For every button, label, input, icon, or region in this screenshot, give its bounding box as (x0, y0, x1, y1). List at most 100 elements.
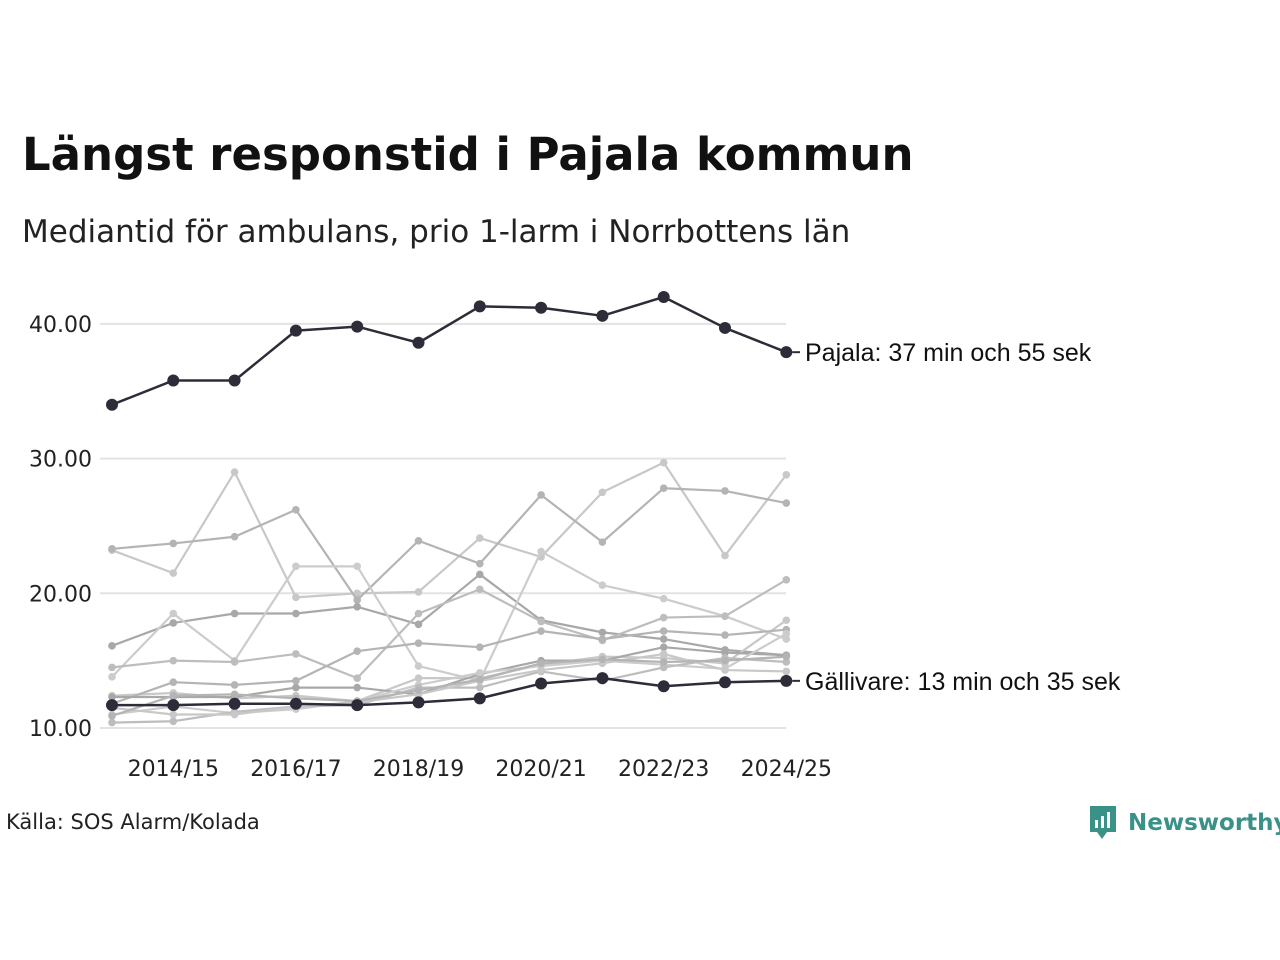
data-point (108, 673, 116, 681)
data-point (169, 691, 178, 700)
data-point (782, 616, 791, 625)
data-point (228, 374, 241, 387)
data-point (476, 675, 484, 684)
series-gällivare: Gällivare: 13 min och 35 sek (106, 668, 1121, 712)
x-tick-label: 2024/25 (741, 757, 832, 782)
data-point (169, 710, 178, 719)
data-point (659, 663, 668, 672)
data-point (537, 491, 545, 499)
data-point (169, 619, 178, 627)
series-line (111, 578, 787, 680)
data-point (108, 718, 116, 727)
data-point (657, 680, 670, 693)
highlighted-series: Pajala: 37 min och 55 sek Gällivare: 13 m… (106, 290, 1121, 712)
data-point (782, 652, 791, 661)
series-line (112, 646, 787, 699)
data-point (228, 697, 241, 710)
data-point (351, 699, 364, 712)
series-line (111, 655, 787, 717)
y-tick-label: 20.00 (29, 582, 92, 607)
brand-name: Newsworthy (1128, 810, 1280, 836)
y-axis-ticks: 10.00 20.00 30.00 40.00 (29, 313, 92, 742)
data-point (659, 650, 668, 658)
data-point (476, 585, 484, 594)
data-point (598, 628, 607, 637)
data-point (108, 663, 116, 672)
newsworthy-logo-icon (1090, 806, 1116, 839)
data-point (537, 666, 545, 674)
data-point (353, 589, 362, 598)
x-tick-label: 2018/19 (373, 757, 464, 782)
data-point (169, 609, 178, 618)
data-point (657, 290, 670, 303)
data-point (598, 635, 607, 643)
data-point (169, 717, 178, 726)
data-point (476, 559, 484, 568)
data-point (292, 562, 300, 571)
y-tick-label: 10.00 (29, 717, 92, 742)
data-point (782, 470, 791, 479)
data-point (537, 659, 545, 668)
data-point (292, 683, 300, 692)
data-point (659, 594, 668, 603)
series-pajala: Pajala: 37 min och 55 sek (106, 290, 1092, 411)
data-point (292, 593, 300, 602)
series-line (111, 550, 787, 682)
data-point (108, 545, 116, 553)
data-point (782, 635, 791, 643)
series-end-label: Gällivare: 13 min och 35 sek (805, 668, 1121, 696)
data-point (106, 699, 118, 712)
data-point (230, 468, 239, 476)
data-point (412, 336, 425, 349)
data-point (230, 532, 239, 541)
x-axis-ticks: 2014/15 2016/17 2018/19 2020/21 2022/23 2024/… (128, 757, 832, 782)
data-point (596, 309, 609, 322)
data-point (353, 647, 362, 656)
data-point (414, 588, 423, 596)
data-point (476, 668, 484, 677)
grid-lines (100, 322, 786, 729)
line-chart: 10.00 20.00 30.00 40.00 2014/15 2016/17 2018/… (29, 290, 1121, 782)
data-point (414, 686, 423, 695)
data-point (598, 538, 607, 546)
data-point (353, 562, 362, 571)
data-point (473, 692, 486, 705)
data-point (353, 674, 362, 682)
data-point (230, 690, 239, 699)
data-point (414, 609, 423, 618)
data-point (169, 569, 178, 577)
brand-logo[interactable]: Newsworthy (1088, 803, 1280, 843)
data-point (782, 658, 791, 666)
data-point (719, 321, 731, 334)
series-background (108, 484, 791, 604)
data-point (289, 697, 302, 710)
series-line (111, 656, 787, 724)
data-point (721, 612, 729, 620)
data-point (169, 656, 178, 665)
data-point (292, 505, 300, 514)
data-point (230, 681, 239, 689)
series-line (111, 487, 787, 602)
series-line (111, 628, 787, 705)
series-line (111, 573, 787, 657)
series-line (111, 461, 788, 599)
data-point (537, 547, 545, 556)
data-point (659, 484, 668, 493)
data-point (659, 458, 668, 467)
data-point (414, 536, 423, 545)
y-tick-label: 30.00 (29, 448, 92, 473)
series-background (108, 458, 791, 602)
data-point (659, 627, 668, 635)
data-point (353, 683, 362, 692)
data-point (292, 677, 300, 685)
data-point (535, 301, 548, 314)
data-point (721, 551, 729, 560)
data-point (598, 655, 607, 664)
data-point (353, 596, 362, 604)
data-point (169, 678, 178, 687)
data-point (721, 666, 729, 674)
x-tick-label: 2022/23 (618, 757, 709, 782)
chart-subtitle: Mediantid för ambulans, prio 1-larm i No… (22, 214, 851, 250)
data-point (659, 613, 668, 622)
data-point (292, 650, 300, 658)
